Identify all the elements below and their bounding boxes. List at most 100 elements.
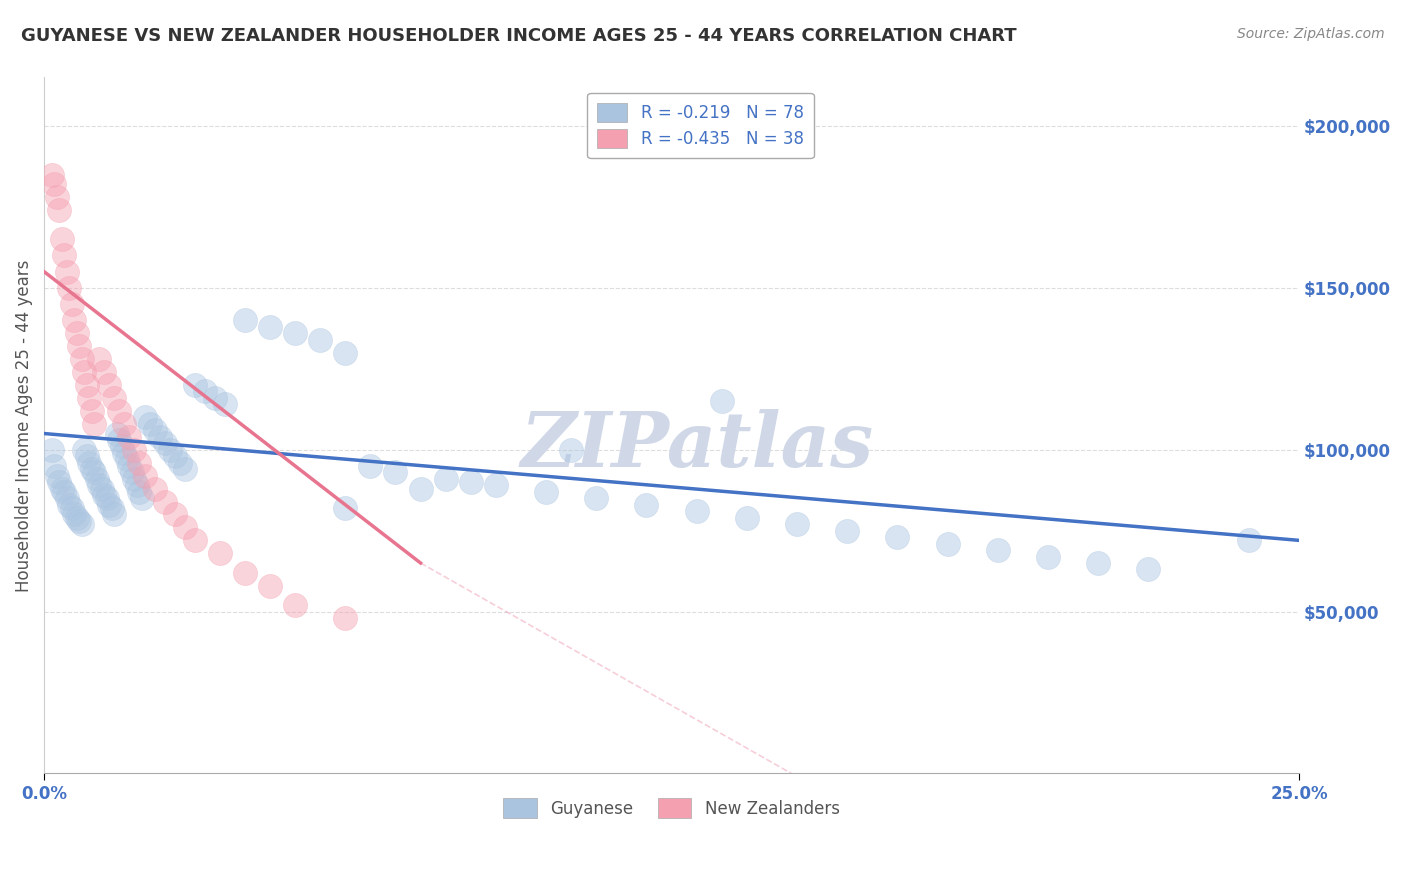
- Point: [384, 466, 406, 480]
- Point: [204, 391, 226, 405]
- Point: [460, 475, 482, 489]
- Point: [55, 265, 77, 279]
- Point: [124, 442, 146, 457]
- Point: [45, 468, 67, 483]
- Point: [112, 446, 135, 460]
- Point: [93, 488, 115, 502]
- Point: [434, 472, 457, 486]
- Point: [560, 442, 582, 457]
- Point: [98, 498, 121, 512]
- Point: [284, 598, 307, 612]
- Point: [485, 478, 508, 492]
- Point: [259, 319, 281, 334]
- Point: [233, 313, 256, 327]
- Point: [131, 491, 153, 506]
- Point: [153, 436, 176, 450]
- Point: [80, 404, 103, 418]
- Point: [409, 482, 432, 496]
- Point: [735, 510, 758, 524]
- Point: [80, 462, 103, 476]
- Point: [138, 417, 160, 431]
- Point: [143, 423, 166, 437]
- Point: [208, 546, 231, 560]
- Point: [41, 168, 63, 182]
- Point: [89, 478, 111, 492]
- Point: [103, 508, 125, 522]
- Point: [1237, 533, 1260, 548]
- Point: [143, 482, 166, 496]
- Point: [93, 365, 115, 379]
- Point: [58, 281, 80, 295]
- Point: [55, 491, 77, 506]
- Point: [786, 517, 808, 532]
- Point: [83, 466, 105, 480]
- Point: [183, 533, 205, 548]
- Point: [134, 468, 156, 483]
- Point: [936, 536, 959, 550]
- Point: [51, 482, 73, 496]
- Point: [886, 530, 908, 544]
- Point: [335, 345, 357, 359]
- Point: [60, 297, 83, 311]
- Point: [66, 326, 89, 341]
- Point: [987, 543, 1010, 558]
- Point: [118, 430, 141, 444]
- Point: [259, 579, 281, 593]
- Point: [83, 417, 105, 431]
- Point: [636, 498, 658, 512]
- Point: [76, 449, 98, 463]
- Point: [837, 524, 859, 538]
- Point: [70, 517, 93, 532]
- Point: [86, 472, 108, 486]
- Point: [53, 248, 76, 262]
- Point: [173, 520, 195, 534]
- Text: GUYANESE VS NEW ZEALANDER HOUSEHOLDER INCOME AGES 25 - 44 YEARS CORRELATION CHAR: GUYANESE VS NEW ZEALANDER HOUSEHOLDER IN…: [21, 27, 1017, 45]
- Point: [233, 566, 256, 580]
- Point: [96, 491, 118, 506]
- Point: [108, 433, 131, 447]
- Point: [76, 378, 98, 392]
- Point: [183, 378, 205, 392]
- Point: [128, 456, 150, 470]
- Point: [98, 378, 121, 392]
- Point: [63, 313, 86, 327]
- Point: [53, 484, 76, 499]
- Point: [60, 500, 83, 515]
- Point: [73, 365, 96, 379]
- Point: [115, 452, 138, 467]
- Point: [66, 510, 89, 524]
- Point: [153, 494, 176, 508]
- Point: [67, 339, 90, 353]
- Point: [73, 442, 96, 457]
- Point: [214, 397, 236, 411]
- Point: [125, 478, 148, 492]
- Y-axis label: Householder Income Ages 25 - 44 years: Householder Income Ages 25 - 44 years: [15, 260, 32, 591]
- Point: [685, 504, 707, 518]
- Point: [70, 352, 93, 367]
- Point: [44, 458, 66, 473]
- Point: [335, 500, 357, 515]
- Point: [58, 498, 80, 512]
- Point: [63, 508, 86, 522]
- Point: [79, 456, 101, 470]
- Point: [124, 472, 146, 486]
- Text: Source: ZipAtlas.com: Source: ZipAtlas.com: [1237, 27, 1385, 41]
- Point: [309, 333, 332, 347]
- Point: [118, 458, 141, 473]
- Point: [1137, 562, 1160, 576]
- Point: [48, 203, 70, 218]
- Point: [67, 514, 90, 528]
- Point: [173, 462, 195, 476]
- Point: [163, 449, 186, 463]
- Point: [284, 326, 307, 341]
- Point: [159, 442, 181, 457]
- Point: [335, 611, 357, 625]
- Point: [585, 491, 607, 506]
- Point: [44, 178, 66, 192]
- Point: [710, 394, 733, 409]
- Point: [41, 442, 63, 457]
- Legend: Guyanese, New Zealanders: Guyanese, New Zealanders: [496, 792, 846, 824]
- Point: [79, 391, 101, 405]
- Point: [101, 500, 124, 515]
- Point: [111, 440, 134, 454]
